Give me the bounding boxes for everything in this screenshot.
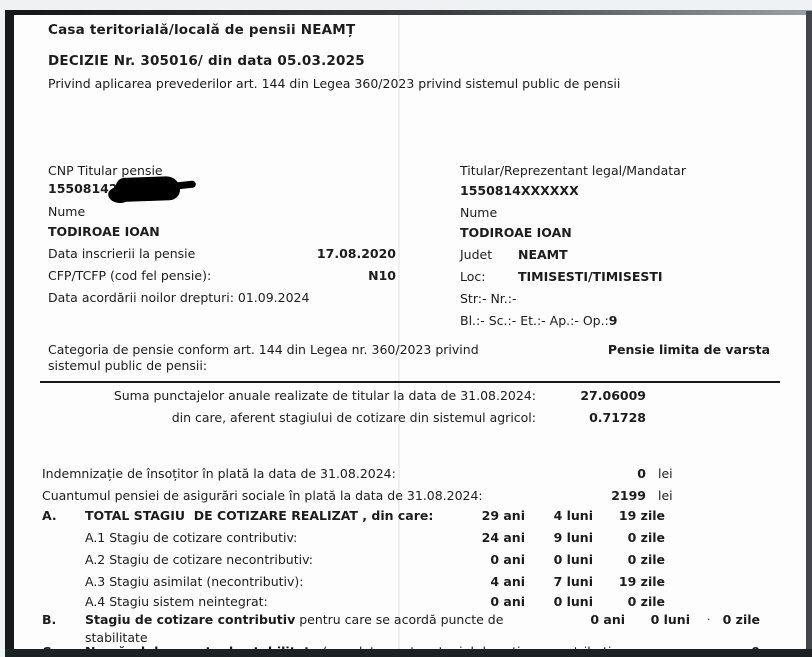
row-a2-ani: 0 ani [490,552,525,567]
judet-label: Judet [460,247,493,262]
cnp-label: CNP Titular pensie [48,163,163,178]
scan-edge-left [5,10,14,657]
row-c-label-bold: Numărul de puncte de stabilitate [85,644,319,649]
points-agri-label: din care, aferent stagiului de cotizare … [171,410,536,425]
scan-edge-top [5,10,812,15]
row-b-luni: 0 luni [650,612,690,627]
row-a4-ani: 0 ani [490,594,525,609]
scan-edge-bottom [5,649,812,657]
scan-stray-dot: · [707,613,711,626]
category-label-line1: Categoria de pensie conform art. 144 din… [48,342,479,357]
name-label-left: Nume [48,204,86,219]
row-c-label: Numărul de puncte de stabilitate (acorda… [85,644,619,649]
loc-value: TIMISESTI/TIMISESTI [518,269,663,284]
row-b-letter: B. [42,612,57,627]
scan-edge-right [806,11,812,657]
horizontal-rule [40,381,780,383]
category-value: Pensie limita de varsta [607,342,770,357]
row-a4-luni: 0 luni [553,594,593,609]
name-label-right: Nume [460,205,498,220]
row-a4-zile: 0 zile [627,594,665,609]
decision-subject: Privind aplicarea prevederilor art. 144 … [48,76,621,91]
row-a1-zile: 0 zile [627,530,665,545]
row-a1-ani: 24 ani [481,530,525,545]
decision-number-line: DECIZIE Nr. 305016/ din data 05.03.2025 [48,53,365,69]
holder-name-left: TODIROAE IOAN [48,224,160,239]
judet-value: NEAMT [518,247,568,262]
row-b-label: Stagiu de cotizare contributiv pentru ca… [85,612,503,627]
row-c-value: 0 [714,644,760,649]
row-a-letter: A. [42,508,57,523]
cnp-value: 155081427 [48,181,127,196]
address-line-text: Bl.:- Sc.:- Et.:- Ap.:- Op.: [460,313,609,328]
row-a-ani: 29 ani [481,508,525,523]
row-b-ani: 0 ani [590,612,625,627]
row-a3-zile: 19 zile [618,574,665,589]
scan-fold-line [398,15,400,649]
row-a3-ani: 4 ani [490,574,525,589]
row-a1-luni: 9 luni [553,530,593,545]
row-a3-label: A.3 Stagiu asimilat (necontributiv): [85,574,304,589]
row-a3-luni: 7 luni [553,574,593,589]
pension-amount-unit: lei [658,488,673,503]
enrol-date-label: Data inscrierii la pensie [48,246,196,261]
row-a2-luni: 0 luni [553,552,593,567]
row-a1-label: A.1 Stagiu de cotizare contributiv: [85,530,298,545]
issuing-office: Casa teritorială/locală de pensii NEAMȚ [48,22,356,38]
category-label-line2: sistemul public de pensii: [48,358,208,373]
representative-title: Titular/Reprezentant legal/Mandatar [460,163,686,178]
row-c-label-rest: (acordate pentru stagiul de cotizare con… [319,644,619,649]
row-c-letter: C. [42,644,56,649]
row-a2-zile: 0 zile [627,552,665,567]
pension-amount-label: Cuantumul pensiei de asigurări sociale î… [42,488,483,503]
address-op-value: 9 [608,313,618,328]
cnp-redaction-scribble [115,175,181,203]
cfp-label: CFP/TCFP (cod fel pensie): [48,268,212,283]
row-a4-label: A.4 Stagiu sistem neintegrat: [85,594,268,609]
loc-label: Loc: [460,269,486,284]
document-page: Casa teritorială/locală de pensii NEAMȚ … [14,15,806,649]
allowance-value: 0 [637,466,646,481]
allowance-label: Indemnizație de însoțitor în plată la da… [42,466,396,481]
allowance-unit: lei [658,466,673,481]
row-b-zile: 0 zile [722,612,760,627]
cnp-masked-value: 1550814XXXXXX [460,183,579,198]
row-b-label-cont: stabilitate [85,630,148,645]
row-b-label-rest: pentru care se acordă puncte de [295,612,504,627]
row-a-label: TOTAL STAGIU DE COTIZARE REALIZAT , din … [85,508,434,523]
points-total-value: 27.06009 [580,388,646,403]
new-rights-date-line: Data acordării noilor drepturi: 01.09.20… [48,290,310,305]
row-a-zile: 19 zile [618,508,665,523]
row-b-label-bold: Stagiu de cotizare contributiv [85,612,296,627]
cfp-value: N10 [368,268,396,283]
pension-amount-value: 2199 [611,488,646,503]
street-line: Str:- Nr.:- [460,291,517,306]
row-a2-label: A.2 Stagiu de cotizare necontributiv: [85,552,313,567]
points-agri-value: 0.71728 [589,410,646,425]
points-total-label: Suma punctajelor anuale realizate de tit… [113,388,536,403]
row-a-luni: 4 luni [553,508,593,523]
enrol-date-value: 17.08.2020 [316,246,396,261]
holder-name-right: TODIROAE IOAN [460,225,572,240]
address-line: Bl.:- Sc.:- Et.:- Ap.:- Op.:9 [460,313,617,328]
